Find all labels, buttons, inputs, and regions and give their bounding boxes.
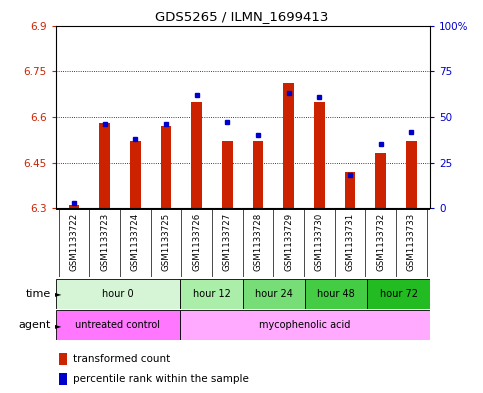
Bar [56,279,180,309]
Text: untreated control: untreated control [75,320,160,330]
Text: GSM1133732: GSM1133732 [376,213,385,271]
Bar [56,310,180,340]
Text: time: time [26,289,51,299]
Text: hour 72: hour 72 [380,289,418,299]
Text: GSM1133729: GSM1133729 [284,213,293,271]
Bar [69,205,79,208]
Text: GSM1133726: GSM1133726 [192,213,201,271]
Text: GSM1133725: GSM1133725 [161,213,170,271]
Bar [222,141,233,208]
Bar [305,279,368,309]
Bar [130,141,141,208]
Text: GSM1133724: GSM1133724 [131,213,140,271]
Bar [58,353,68,365]
Bar [314,102,325,208]
Text: GSM1133728: GSM1133728 [254,213,263,271]
Bar [253,141,263,208]
Text: agent: agent [18,320,51,330]
Bar [99,123,110,208]
Bar [242,279,305,309]
Text: GSM1133733: GSM1133733 [407,213,416,271]
Bar [345,172,355,208]
Bar [161,126,171,208]
Text: percentile rank within the sample: percentile rank within the sample [73,374,249,384]
Text: GSM1133722: GSM1133722 [70,213,78,271]
Bar [58,373,68,385]
Bar [191,102,202,208]
Text: GSM1133727: GSM1133727 [223,213,232,271]
Text: ►: ► [55,321,61,330]
Bar [284,83,294,208]
Bar [368,279,430,309]
Text: hour 0: hour 0 [102,289,134,299]
Bar [406,141,417,208]
Text: GSM1133731: GSM1133731 [346,213,355,271]
Bar [180,279,242,309]
Text: hour 48: hour 48 [317,289,355,299]
Text: ►: ► [55,289,61,298]
Text: hour 12: hour 12 [193,289,230,299]
Text: GDS5265 / ILMN_1699413: GDS5265 / ILMN_1699413 [155,10,328,23]
Text: hour 24: hour 24 [255,289,293,299]
Text: GSM1133723: GSM1133723 [100,213,109,271]
Bar [375,154,386,208]
Text: transformed count: transformed count [73,354,170,364]
Text: mycophenolic acid: mycophenolic acid [259,320,351,330]
Text: GSM1133730: GSM1133730 [315,213,324,271]
Bar [180,310,430,340]
